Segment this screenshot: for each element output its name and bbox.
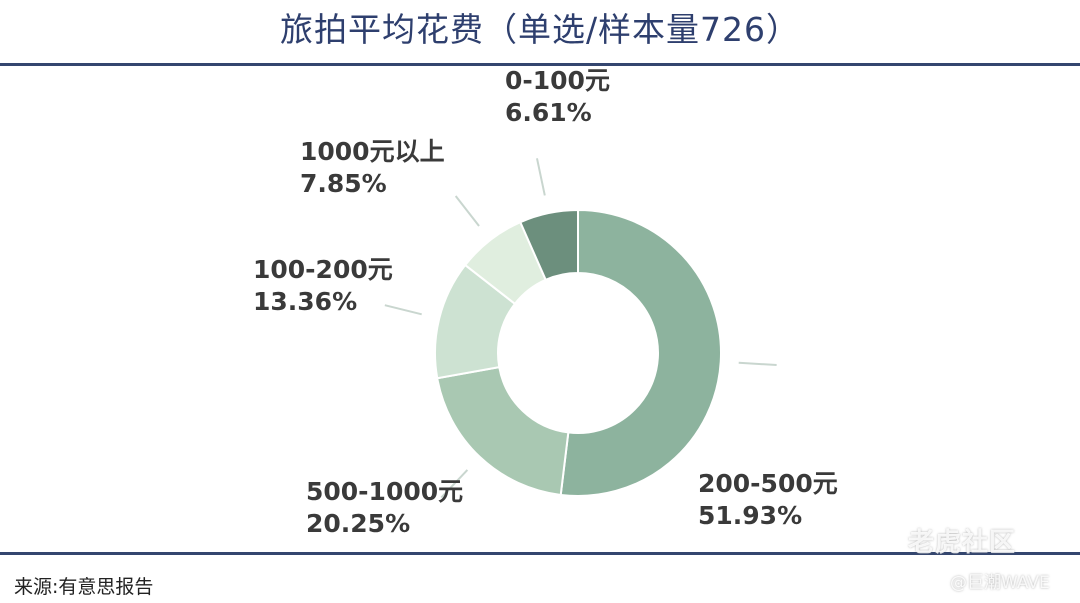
slice-label-5: 0-100元 [505,66,610,95]
leader-line-3 [384,304,422,316]
slice-label-2: 500-1000元 [306,477,463,506]
donut-slice-1 [559,208,722,497]
title-divider [0,63,1080,66]
slice-label-1: 200-500元 [698,469,838,498]
watermark-handle: @巨潮WAVE [950,573,1050,593]
source-note: 来源:有意思报告 [14,576,154,598]
slice-value-2: 20.25% [306,509,410,538]
slice-label-3: 100-200元 [253,255,393,284]
donut-slice-2 [436,365,570,497]
chart-title: 旅拍平均花费（单选/样本量726） [279,10,801,49]
donut-slice-5 [518,208,579,282]
leader-line-2 [440,469,469,499]
footer-divider [0,552,1080,555]
slice-label-4: 1000元以上 [300,137,445,166]
leader-line-5 [535,158,546,196]
slice-value-1: 51.93% [698,501,802,530]
leader-line-4 [454,195,480,227]
slice-value-5: 6.61% [505,98,592,127]
slice-value-3: 13.36% [253,287,357,316]
watermark-brand: 老虎社区 [908,528,1017,558]
leader-line-1 [738,361,777,367]
slice-value-4: 7.85% [300,169,387,198]
